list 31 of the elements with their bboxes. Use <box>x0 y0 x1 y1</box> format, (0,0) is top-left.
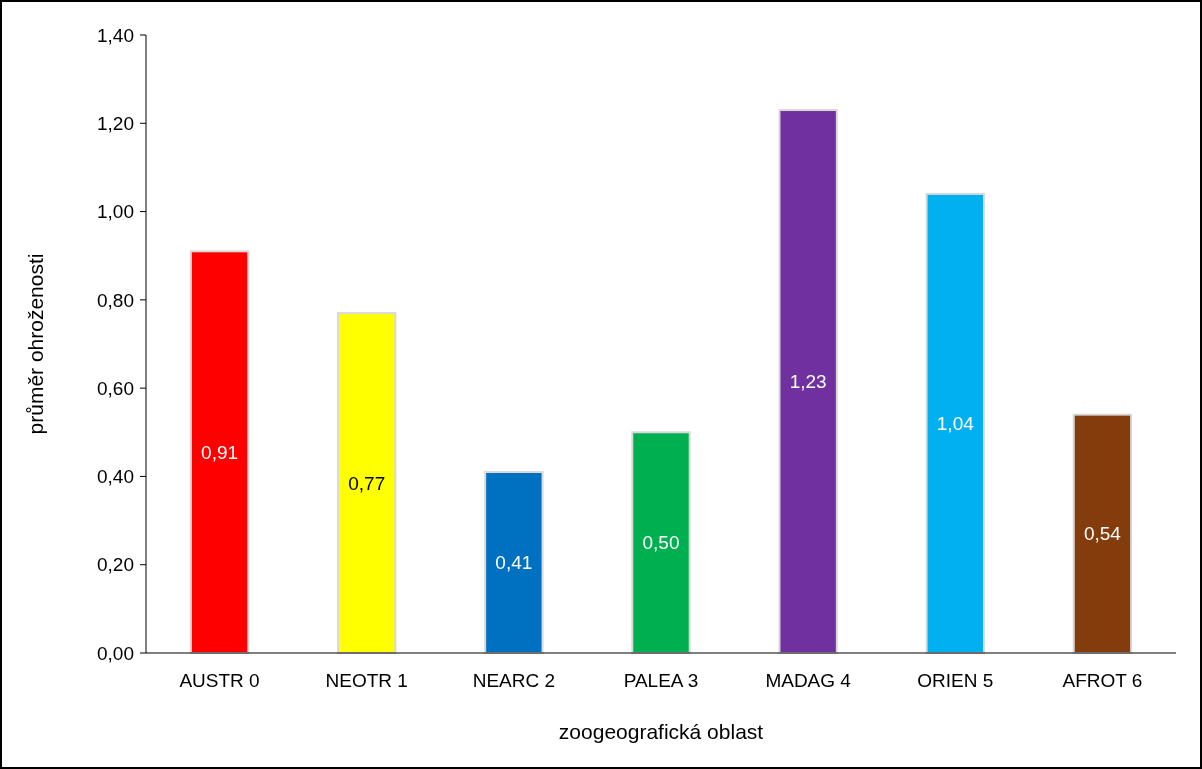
data-label: 1,23 <box>789 371 827 393</box>
data-label: 0,91 <box>201 441 239 463</box>
y-tick-label: 0,40 <box>97 466 134 488</box>
x-tick-label: NEOTR 1 <box>325 670 408 691</box>
bar <box>778 109 838 654</box>
data-label: 0,50 <box>642 532 680 554</box>
data-label: 1,04 <box>936 413 975 435</box>
x-axis-title: zoogeografická oblast <box>558 720 764 743</box>
y-axis-title: průměr ohroženosti <box>24 253 47 435</box>
x-tick-label: AUSTR 0 <box>179 670 260 691</box>
y-tick-label: 0,20 <box>97 554 134 576</box>
x-tick-label: NEARC 2 <box>472 670 556 691</box>
bar <box>925 192 985 654</box>
bar <box>189 250 250 654</box>
y-tick-label: 0,60 <box>97 377 134 399</box>
bar <box>484 471 544 654</box>
x-tick-label: ORIEN 5 <box>917 670 994 691</box>
bar <box>1072 413 1133 654</box>
y-tick-label: 0,80 <box>97 289 134 311</box>
x-tick-label: MADAG 4 <box>765 670 852 691</box>
y-tick-label: 1,00 <box>97 201 134 223</box>
data-label: 0,54 <box>1083 523 1122 545</box>
y-tick-label: 1,40 <box>97 24 134 46</box>
y-tick-label: 1,20 <box>97 112 134 134</box>
x-tick-label: PALEA 3 <box>623 670 699 691</box>
data-label: 0,77 <box>348 472 386 494</box>
x-tick-label: AFROT 6 <box>1062 670 1143 691</box>
bar <box>631 431 691 654</box>
bar <box>337 312 397 654</box>
y-tick-label: 0,00 <box>97 642 134 664</box>
data-label: 0,41 <box>495 552 533 574</box>
